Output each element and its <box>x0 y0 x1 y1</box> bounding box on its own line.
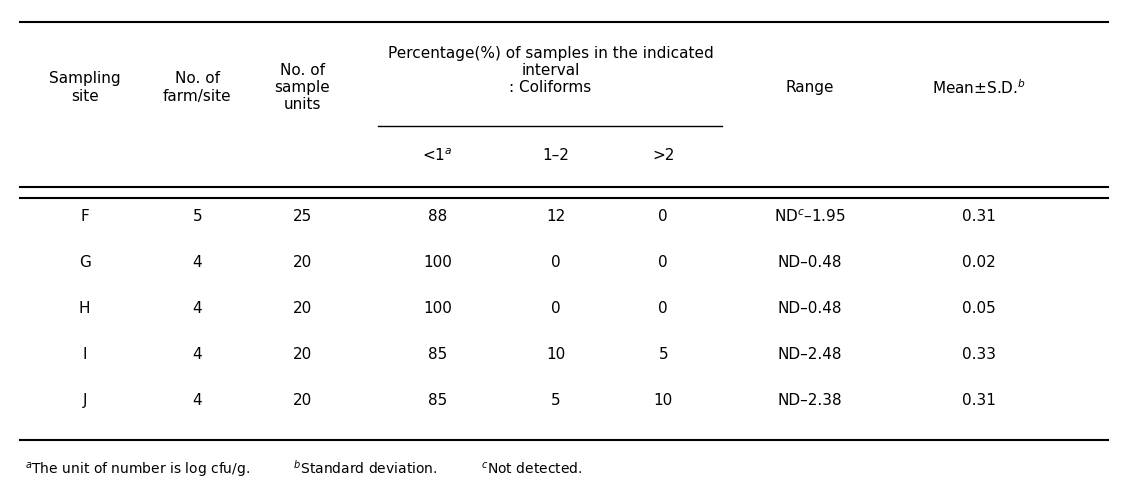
Text: 20: 20 <box>292 255 312 270</box>
Text: 100: 100 <box>423 255 452 270</box>
Text: 0: 0 <box>659 301 668 316</box>
Text: 5: 5 <box>659 347 668 362</box>
Text: $^a$The unit of number is log cfu/g.          $^b$Standard deviation.          $: $^a$The unit of number is log cfu/g. $^b… <box>25 458 582 480</box>
Text: ND$^c$–1.95: ND$^c$–1.95 <box>774 208 846 225</box>
Text: No. of
farm/site: No. of farm/site <box>164 71 231 104</box>
Text: ND–0.48: ND–0.48 <box>777 301 843 316</box>
Text: 100: 100 <box>423 301 452 316</box>
Text: 5: 5 <box>552 394 561 408</box>
Text: 10: 10 <box>546 347 566 362</box>
Text: >2: >2 <box>652 148 675 163</box>
Text: 0: 0 <box>552 255 561 270</box>
Text: 25: 25 <box>292 209 312 224</box>
Text: F: F <box>80 209 89 224</box>
Text: <1$^a$: <1$^a$ <box>423 147 452 164</box>
Text: Sampling
site: Sampling site <box>49 71 121 104</box>
Text: 10: 10 <box>653 394 673 408</box>
Text: 88: 88 <box>428 209 448 224</box>
Text: H: H <box>79 301 90 316</box>
Text: I: I <box>82 347 87 362</box>
Text: ND–2.48: ND–2.48 <box>777 347 843 362</box>
Text: Percentage(%) of samples in the indicated
interval
: Coliforms: Percentage(%) of samples in the indicate… <box>388 46 713 95</box>
Text: 0.31: 0.31 <box>962 394 996 408</box>
Text: J: J <box>82 394 87 408</box>
Text: ND–2.38: ND–2.38 <box>777 394 843 408</box>
Text: 1–2: 1–2 <box>543 148 570 163</box>
Text: 0.02: 0.02 <box>962 255 996 270</box>
Text: 4: 4 <box>193 347 202 362</box>
Text: ND–0.48: ND–0.48 <box>777 255 843 270</box>
Text: 4: 4 <box>193 301 202 316</box>
Text: No. of
sample
units: No. of sample units <box>274 63 331 112</box>
Text: 0.05: 0.05 <box>962 301 996 316</box>
Text: 4: 4 <box>193 255 202 270</box>
Text: 5: 5 <box>193 209 202 224</box>
Text: 0: 0 <box>659 255 668 270</box>
Text: 20: 20 <box>292 301 312 316</box>
Text: Mean±S.D.$^b$: Mean±S.D.$^b$ <box>933 78 1025 97</box>
Text: 0: 0 <box>659 209 668 224</box>
Text: G: G <box>79 255 90 270</box>
Text: 85: 85 <box>428 394 448 408</box>
Text: 0.33: 0.33 <box>962 347 996 362</box>
Text: 0: 0 <box>552 301 561 316</box>
Text: 20: 20 <box>292 394 312 408</box>
Text: Range: Range <box>786 80 834 95</box>
Text: 0.31: 0.31 <box>962 209 996 224</box>
Text: 4: 4 <box>193 394 202 408</box>
Text: 20: 20 <box>292 347 312 362</box>
Text: 12: 12 <box>546 209 566 224</box>
Text: 85: 85 <box>428 347 448 362</box>
